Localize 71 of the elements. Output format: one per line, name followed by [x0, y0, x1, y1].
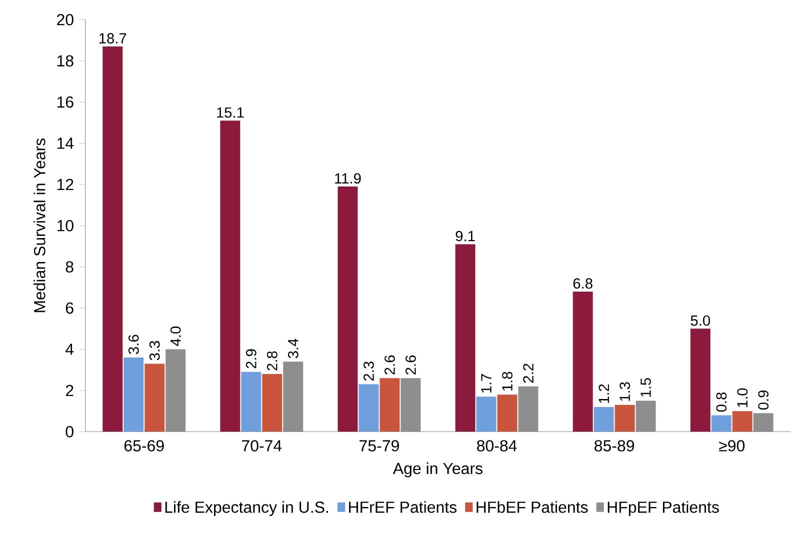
- legend-label: Life Expectancy in U.S.: [165, 501, 328, 516]
- data-label: 2.8: [266, 351, 278, 370]
- data-label: 1.2: [598, 384, 609, 403]
- bar: [594, 406, 614, 432]
- bar: [144, 364, 165, 432]
- bar: [518, 386, 538, 432]
- bar: [476, 396, 496, 432]
- x-tick-label: 65-69: [124, 440, 164, 452]
- y-tick-label: 18: [57, 55, 74, 67]
- data-label: 3.3: [149, 341, 160, 360]
- y-axis-title: Median Survival in Years: [34, 138, 46, 312]
- bar: [241, 372, 262, 432]
- bar: [166, 349, 186, 432]
- legend-label: HFpEF Patients: [608, 501, 719, 516]
- data-label: 2.6: [384, 355, 395, 374]
- x-tick-label: 80-84: [477, 440, 517, 452]
- bar: [614, 404, 635, 432]
- data-label: 2.9: [246, 349, 256, 368]
- y-tick-label: 14: [57, 138, 74, 149]
- y-tick-label: 6: [66, 302, 74, 314]
- data-label: 3.6: [128, 334, 139, 354]
- data-label: 0.8: [716, 392, 727, 412]
- y-tick-label: 12: [57, 178, 74, 190]
- x-tick-label: 75-79: [360, 440, 399, 452]
- y-tick-label: 10: [57, 220, 74, 232]
- bar: [124, 358, 144, 432]
- bar: [338, 186, 358, 432]
- bar: [380, 378, 400, 432]
- legend-label: HFbEF Patients: [476, 501, 588, 513]
- bar: [572, 292, 593, 432]
- y-tick-label: 8: [66, 261, 74, 273]
- x-tick-label: 70-74: [242, 440, 282, 452]
- bar: [400, 378, 421, 432]
- data-label: 0.9: [758, 390, 769, 410]
- bar: [732, 411, 752, 432]
- bar: [262, 374, 282, 432]
- data-label: 1.3: [620, 382, 630, 401]
- data-label: 1.7: [481, 374, 492, 393]
- x-tick-label: 85-89: [594, 440, 634, 452]
- bar: [455, 244, 476, 432]
- bar: [690, 328, 710, 432]
- data-label: 3.4: [288, 338, 298, 358]
- y-tick-label: 20: [57, 14, 74, 26]
- data-label: 1.8: [502, 372, 512, 391]
- legend-label: HFrEF Patients: [349, 501, 457, 513]
- x-axis-title: Age in Years: [392, 462, 482, 478]
- bar: [753, 413, 774, 432]
- data-label: 18.7: [99, 33, 126, 44]
- y-tick-label: 2: [66, 384, 74, 396]
- data-label: 2.3: [364, 362, 374, 381]
- bar: [358, 384, 379, 432]
- y-tick-label: 0: [66, 426, 74, 438]
- y-tick-label: 4: [66, 344, 74, 355]
- data-label: 9.1: [456, 230, 475, 242]
- data-label: 2.6: [406, 355, 416, 374]
- y-tick-label: 16: [57, 96, 74, 108]
- data-label: 11.9: [335, 173, 361, 184]
- data-label: 5.0: [690, 315, 710, 326]
- data-label: 2.2: [523, 364, 534, 383]
- x-tick-label: ≥90: [719, 440, 745, 452]
- data-label: 6.8: [573, 278, 592, 289]
- bar: [497, 394, 518, 432]
- bar: [102, 46, 123, 432]
- data-label: 1.0: [737, 388, 748, 408]
- data-label: 4.0: [170, 326, 181, 346]
- bar: [283, 362, 304, 432]
- bar: [220, 120, 240, 432]
- data-label: 15.1: [217, 107, 244, 118]
- bar: [711, 415, 732, 432]
- data-label: 1.5: [640, 378, 651, 397]
- bar: [636, 400, 656, 432]
